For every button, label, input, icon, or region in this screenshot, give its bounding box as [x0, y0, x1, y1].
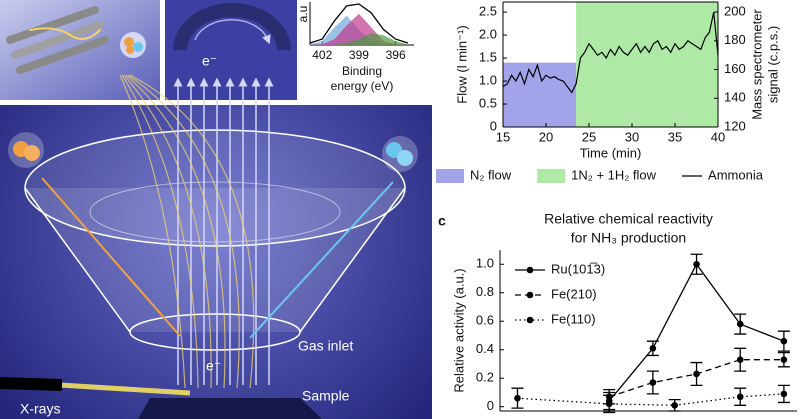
legend-label: Ru(101̅3)	[551, 261, 605, 276]
line	[502, 11, 719, 94]
point	[736, 393, 744, 401]
legend-marker	[526, 316, 534, 324]
x-axis-label: Time (min)	[580, 145, 642, 160]
y-axis-label: a.u	[296, 6, 310, 23]
panel-label: c	[438, 213, 446, 229]
y-tick-label: 2.5	[479, 4, 497, 19]
cone-top	[24, 129, 406, 247]
y2-tick-label: 120	[724, 118, 746, 133]
chart-title: Relative chemical reactivity	[544, 211, 713, 227]
x-tick-label: 30	[625, 129, 639, 144]
point	[671, 402, 679, 409]
y-tick-label: 0.5	[479, 95, 497, 110]
x-tick-label: 396	[386, 48, 406, 62]
y-tick-label: 1.5	[479, 50, 497, 65]
y2-axis-label: Mass spectrometer	[749, 9, 764, 120]
point	[693, 370, 700, 378]
y2-tick-label: 140	[724, 90, 746, 105]
gas-arrow	[41, 177, 181, 337]
gas-inlet-label: Gas inlet	[298, 338, 353, 354]
arc-arrow	[194, 19, 271, 45]
point	[736, 320, 744, 328]
x-tick-label: 399	[349, 48, 369, 62]
illustration: e⁻ e⁻ Gas inlet Sample X-rays	[0, 0, 432, 419]
x-tick-label: 25	[582, 129, 596, 144]
line	[309, 3, 409, 44]
point	[780, 356, 788, 364]
y-axis-label: Relative activity (a.u.)	[451, 268, 466, 392]
y-tick-label: 0	[490, 118, 497, 133]
y-axis-label: Flow (l min⁻¹)	[454, 25, 469, 103]
cone-side	[24, 187, 131, 333]
sample-label: Sample	[302, 388, 350, 404]
electron-label: e⁻	[202, 53, 217, 69]
y-tick-label: 0.4	[476, 341, 494, 356]
separator	[160, 0, 165, 100]
x-axis-label: energy (eV)	[331, 79, 394, 93]
x-tick-label: 35	[668, 129, 682, 144]
area	[310, 33, 408, 45]
cone-side	[299, 187, 406, 333]
y2-axis-label: signal (c.p.s.)	[765, 26, 780, 103]
xray-source	[0, 377, 63, 391]
legend-label: N₂ flow	[470, 167, 512, 182]
point	[780, 337, 788, 345]
legend-label: Ammonia	[708, 167, 764, 182]
line	[517, 393, 784, 406]
electron-label: e⁻	[206, 358, 221, 374]
y-tick-label: 1.0	[476, 256, 494, 271]
legend-label: Fe(210)	[551, 286, 597, 301]
area	[310, 13, 408, 45]
legend-marker	[526, 266, 534, 274]
x-tick-label: 40	[711, 129, 725, 144]
sample-plate	[138, 398, 322, 419]
separator	[297, 0, 302, 100]
y2-tick-label: 160	[724, 61, 746, 76]
point	[649, 345, 657, 352]
point	[736, 356, 744, 364]
molecule	[120, 32, 146, 58]
point	[649, 379, 657, 386]
point	[605, 400, 613, 408]
legend-swatch	[537, 169, 566, 183]
analyzer-arc	[173, 3, 291, 51]
y-tick-label: 1.0	[479, 72, 497, 87]
cone-body	[25, 188, 405, 332]
legend-marker	[526, 291, 534, 299]
x-tick-label: 402	[312, 48, 332, 62]
separator	[0, 100, 432, 105]
point	[780, 390, 788, 398]
region	[576, 2, 718, 127]
gas-arrow	[249, 181, 394, 339]
photoelectron-paths	[119, 74, 255, 389]
point	[693, 260, 700, 268]
legend-label: 1N₂ + 1H₂ flow	[571, 167, 656, 182]
x-tick-label: 15	[496, 129, 510, 144]
y-tick-label: 0	[487, 398, 494, 413]
point	[514, 394, 521, 402]
inset-box	[302, 0, 432, 100]
rods	[6, 6, 109, 74]
xray-beam	[59, 382, 191, 396]
y-tick-label: 2.0	[479, 27, 497, 42]
y-tick-label: 0.8	[476, 284, 494, 299]
x-tick-label: 20	[539, 129, 553, 144]
y-tick-label: 0.6	[476, 313, 494, 328]
xrays-label: X-rays	[20, 401, 60, 417]
y2-tick-label: 180	[724, 32, 746, 47]
legend-label: Fe(110)	[551, 311, 596, 326]
x-axis-label: Binding	[342, 64, 382, 78]
chart-title: for NH₃ production	[571, 230, 686, 246]
y-tick-label: 0.2	[476, 370, 494, 385]
legend-swatch	[436, 169, 464, 183]
y2-tick-label: 200	[724, 3, 746, 18]
